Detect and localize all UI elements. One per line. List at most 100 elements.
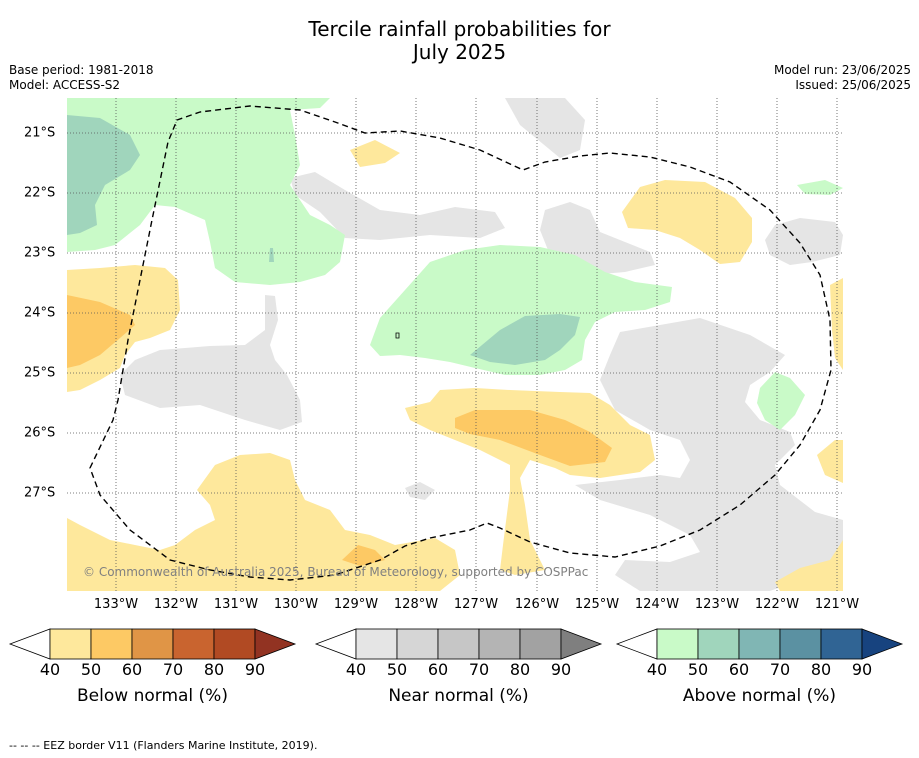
colorbar-cell	[820, 628, 863, 660]
colorbar-cell	[519, 628, 562, 660]
colorbar-cell	[131, 628, 174, 660]
near-region	[405, 482, 435, 500]
colorbar-tick: 40	[39, 660, 61, 679]
lat-tick: 24°S	[24, 305, 56, 321]
colorbar-tick: 60	[728, 660, 750, 679]
colorbar-cell	[49, 628, 92, 660]
above-region	[67, 98, 345, 285]
colorbar-tick: 50	[687, 660, 709, 679]
eez-border	[89, 105, 832, 581]
colorbar-cell	[355, 628, 398, 660]
below-region	[455, 410, 612, 466]
lon-tick: 129°W	[333, 597, 379, 612]
colorbar-tick: 80	[509, 660, 531, 679]
colorbar-tick: 90	[550, 660, 572, 679]
map-title: Tercile rainfall probabilities for July …	[0, 18, 919, 64]
colorbar-tick: 70	[162, 660, 184, 679]
colorbar-cell	[779, 628, 822, 660]
colorbar-tick: 40	[646, 660, 668, 679]
below-region	[817, 440, 843, 483]
colorbar-tick: 80	[203, 660, 225, 679]
colorbar-upper-extension	[861, 628, 904, 660]
lat-tick: 21°S	[24, 125, 56, 141]
lon-tick: 127°W	[453, 597, 499, 612]
colorbar-cell	[172, 628, 215, 660]
below-region	[342, 545, 385, 566]
model-run: Model run: 23/06/2025	[773, 63, 911, 77]
above-normal-50-regions	[67, 115, 580, 365]
lon-tick: 126°W	[514, 597, 560, 612]
near-region	[120, 295, 302, 430]
near-region	[290, 172, 505, 240]
base-period: Base period: 1981-2018	[9, 63, 154, 77]
issued-date: Issued: 25/06/2025	[795, 78, 911, 92]
eez-footnote: -- -- -- EEZ border V11 (Flanders Marine…	[9, 739, 318, 752]
colorbar-upper-extension	[560, 628, 603, 660]
lat-tick: 26°S	[24, 425, 56, 441]
colorbar-title: Near normal (%)	[388, 686, 529, 706]
colorbar-tick: 60	[427, 660, 449, 679]
meta-right: Model run: 23/06/2025 Issued: 25/06/2025	[774, 63, 911, 93]
colorbar-tick: 70	[769, 660, 791, 679]
lon-tick: 128°W	[393, 597, 439, 612]
map-shading	[67, 98, 843, 591]
lon-tick: 121°W	[814, 597, 860, 612]
colorbar-upper-extension	[254, 628, 297, 660]
model-name: Model: ACCESS-S2	[9, 78, 121, 92]
colorbar-tick: 40	[345, 660, 367, 679]
near-region	[505, 98, 585, 158]
colorbar-cell	[437, 628, 480, 660]
lon-tick: 122°W	[754, 597, 800, 612]
lat-tick: 23°S	[24, 245, 56, 261]
colorbars	[8, 628, 904, 660]
above-region	[269, 248, 274, 262]
lat-tick: 25°S	[24, 365, 56, 381]
above-region	[370, 245, 672, 375]
colorbar-lower-extension	[314, 628, 357, 660]
colorbar-tick: 50	[80, 660, 102, 679]
lon-tick: 133°W	[93, 597, 139, 612]
gridlines	[67, 98, 843, 591]
colorbar-cell	[478, 628, 521, 660]
above-region	[757, 372, 805, 430]
copyright-notice: © Commonwealth of Australia 2025, Bureau…	[83, 565, 589, 579]
colorbar-cell	[213, 628, 256, 660]
lon-tick: 124°W	[634, 597, 680, 612]
lat-tick: 27°S	[24, 485, 56, 501]
colorbar-tick: 90	[851, 660, 873, 679]
colorbar-tick: 70	[468, 660, 490, 679]
lon-tick: 125°W	[574, 597, 620, 612]
colorbar-title: Below normal (%)	[77, 686, 228, 706]
lon-tick: 131°W	[213, 597, 259, 612]
colorbar-lower-extension	[615, 628, 658, 660]
lat-tick: 22°S	[24, 185, 56, 201]
colorbar-tick: 90	[244, 660, 266, 679]
colorbar-tick: 80	[810, 660, 832, 679]
colorbar-lower-extension	[8, 628, 51, 660]
below-region	[622, 180, 752, 264]
near-region	[575, 318, 843, 591]
colorbar-title: Above normal (%)	[682, 686, 837, 706]
lon-tick: 132°W	[153, 597, 199, 612]
above-region	[67, 115, 140, 235]
colorbar-cell	[738, 628, 781, 660]
title-line-2: July 2025	[412, 40, 507, 64]
colorbar-cell	[697, 628, 740, 660]
above-normal-40-regions	[67, 98, 843, 430]
below-region	[775, 540, 843, 591]
colorbar-cell	[656, 628, 699, 660]
below-region	[350, 140, 400, 167]
colorbar-cell	[396, 628, 439, 660]
island-marker	[395, 332, 400, 339]
below-region	[830, 278, 843, 370]
colorbar-tick: 50	[386, 660, 408, 679]
meta-left: Base period: 1981-2018 Model: ACCESS-S2	[9, 63, 154, 93]
colorbar-tick: 60	[121, 660, 143, 679]
above-region	[797, 180, 843, 195]
above-region	[470, 314, 580, 365]
title-line-1: Tercile rainfall probabilities for	[308, 17, 611, 41]
lon-tick: 123°W	[694, 597, 740, 612]
colorbar-cell	[90, 628, 133, 660]
lon-tick: 130°W	[273, 597, 319, 612]
